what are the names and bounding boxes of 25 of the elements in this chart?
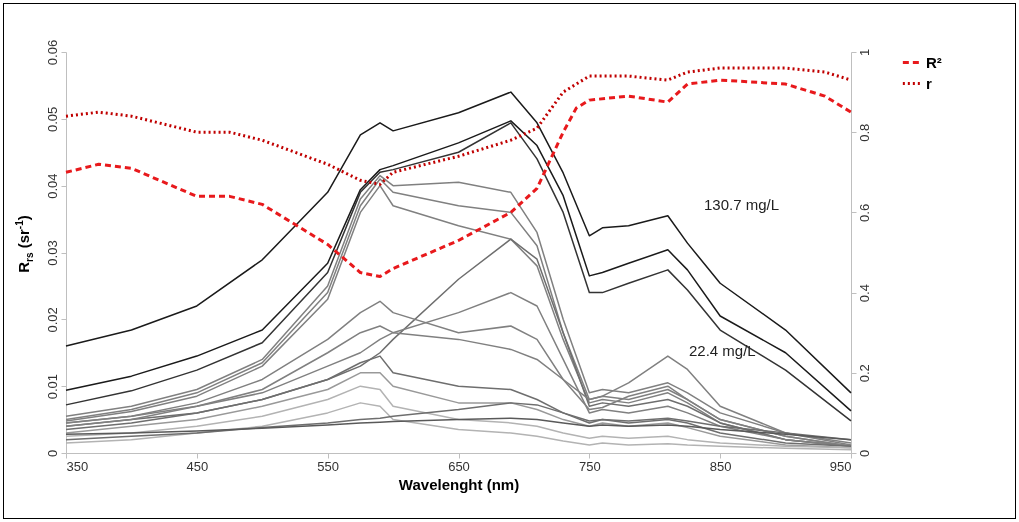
legend-label: R² (926, 53, 942, 71)
x-tick-label: 450 (186, 458, 209, 474)
y2-tick-label: 0.4 (856, 284, 872, 303)
x-tick-label: 650 (448, 458, 470, 474)
y-tick-label: 0 (44, 449, 60, 458)
x-tick-label: 850 (709, 458, 732, 474)
legend-label: r (926, 74, 932, 92)
y-tick-label: 0.03 (44, 240, 60, 266)
y2-tick-label: 0.2 (856, 364, 872, 383)
y-tick-label: 0.02 (44, 307, 60, 333)
y2-tick-label: 0 (856, 449, 872, 458)
x-tick-label: 750 (578, 458, 601, 474)
x-tick-label: 550 (317, 458, 340, 474)
annotation: 22.4 mg/L (689, 342, 756, 359)
y-tick-label: 0.04 (44, 173, 60, 199)
y-tick-label: 0.01 (44, 374, 60, 400)
y2-tick-label: 0.6 (856, 203, 872, 222)
x-axis-title: Wavelenght (nm) (398, 475, 520, 493)
x-tick-label: 350 (66, 458, 89, 474)
x-tick-label: 950 (829, 458, 852, 474)
y2-tick-label: 0.8 (856, 123, 872, 142)
y-tick-label: 0.05 (44, 106, 60, 132)
annotation: 130.7 mg/L (704, 196, 780, 213)
y2-tick-label: 1 (856, 48, 872, 57)
y-tick-label: 0.06 (44, 39, 60, 66)
